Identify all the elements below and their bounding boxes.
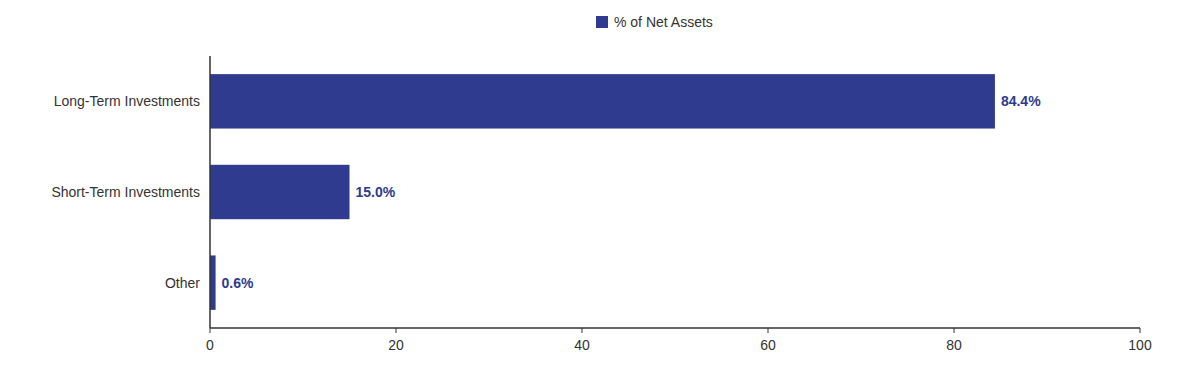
y-axis-line <box>209 56 211 328</box>
bar <box>210 74 995 128</box>
legend-label: % of Net Assets <box>614 14 713 30</box>
x-axis-line <box>210 327 1140 329</box>
x-tick <box>768 328 769 333</box>
x-tick-label: 80 <box>946 337 962 353</box>
bar <box>210 255 216 309</box>
y-tick-label: Other <box>165 275 200 291</box>
chart-container: 84.4% 15.0% 0.6% 0 20 40 60 80 100 Long-Term Inve… <box>0 0 1200 372</box>
y-tick-label: Short-Term Investments <box>51 184 200 200</box>
bars <box>210 74 995 310</box>
legend-swatch <box>596 16 608 28</box>
x-tick <box>954 328 955 333</box>
chart-svg: 84.4% 15.0% 0.6% 0 20 40 60 80 100 Long-Term Inve… <box>0 0 1200 372</box>
x-tick-label: 100 <box>1128 337 1152 353</box>
x-tick-label: 60 <box>760 337 776 353</box>
bar <box>210 165 350 219</box>
x-tick <box>1140 328 1141 333</box>
x-tick <box>396 328 397 333</box>
y-tick-label: Long-Term Investments <box>54 93 200 109</box>
data-label: 84.4% <box>1001 93 1041 109</box>
data-label: 15.0% <box>356 184 396 200</box>
x-tick-label: 20 <box>388 337 404 353</box>
x-tick <box>210 328 211 333</box>
x-tick-label: 40 <box>574 337 590 353</box>
x-tick <box>582 328 583 333</box>
x-tick-label: 0 <box>206 337 214 353</box>
legend: % of Net Assets <box>596 14 713 30</box>
data-label: 0.6% <box>222 275 254 291</box>
